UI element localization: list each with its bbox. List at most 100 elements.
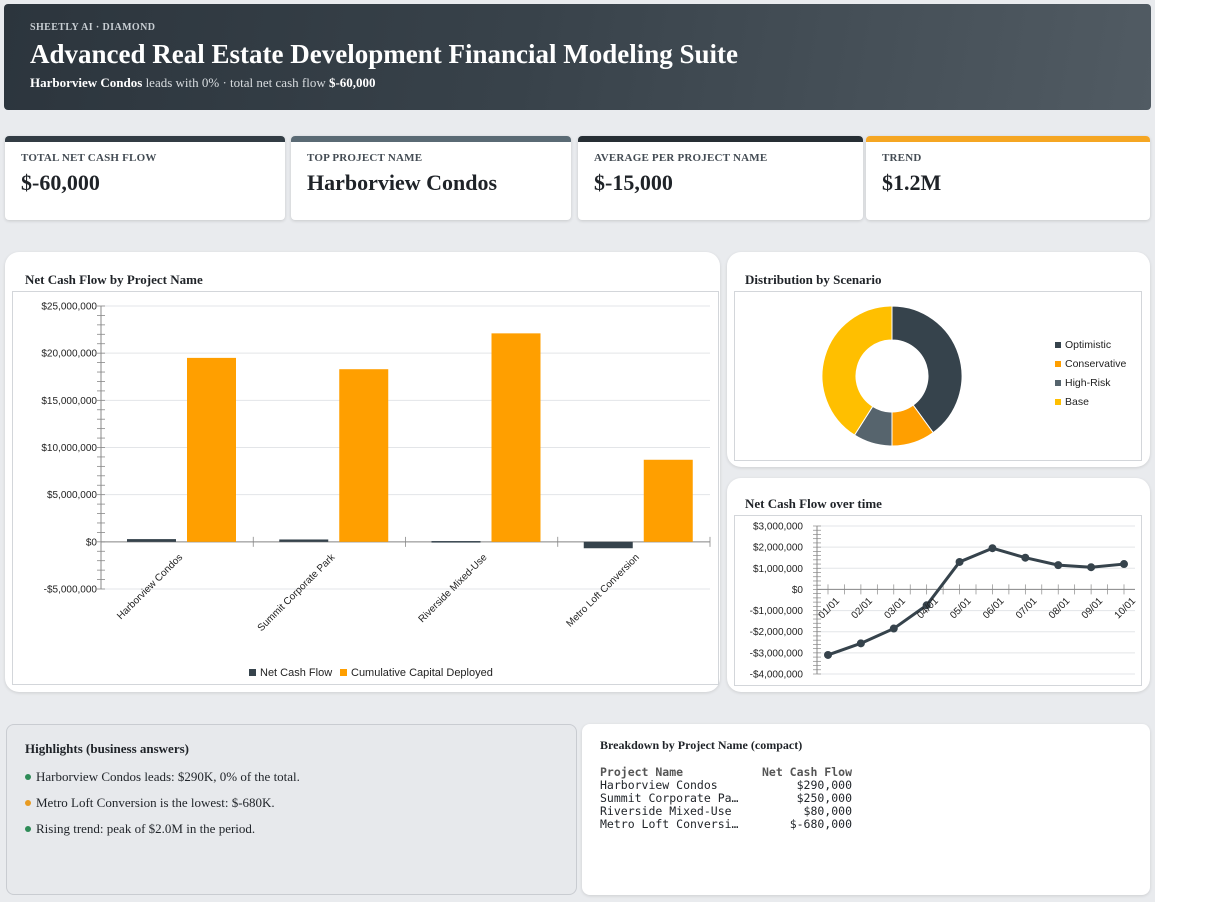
subtitle-value: $-60,000 (328, 75, 376, 90)
table-cell: $-680,000 (789, 817, 852, 831)
bar-net-cash-flow (583, 541, 633, 549)
data-point (922, 601, 931, 610)
kpi-value: Harborview Condos (307, 170, 498, 195)
kpi-trend: TREND $1.2M (866, 136, 1150, 220)
x-tick-label: Summit Corporate Park (256, 551, 338, 633)
table-cell: Summit Corporate Pa… (600, 791, 739, 805)
x-tick-label: 05/01 (948, 595, 974, 621)
kpi-accent-bar (5, 136, 285, 142)
highlight-text: Rising trend: peak of $2.0M in the perio… (36, 821, 256, 836)
table-row: Summit Corporate Pa… $250,000 (600, 792, 852, 805)
column-header: Net Cash Flow (761, 765, 852, 779)
x-tick-label: Harborview Condos (115, 552, 185, 622)
bar-net-cash-flow (431, 541, 481, 543)
data-point (988, 544, 997, 553)
list-item: Rising trend: peak of $2.0M in the perio… (25, 821, 558, 837)
legend-swatch (340, 669, 347, 676)
x-tick-label: 06/01 (981, 595, 1007, 621)
bar-chart-frame: -$5,000,000 $0 $5,000,000 $10,000,000 $15,00… (12, 291, 719, 685)
legend-label: Cumulative Capital Deployed (351, 667, 493, 679)
list-item: Harborview Condos leads: $290K, 0% of th… (25, 769, 558, 785)
y-tick-label: -$4,000,000 (750, 670, 804, 681)
legend-label: Optimistic (1065, 339, 1111, 351)
table-row: Harborview Condos $290,000 (600, 779, 852, 792)
kpi-label: TREND (882, 152, 922, 164)
data-point (1120, 560, 1128, 569)
kpi-value: $1.2M (882, 170, 942, 195)
table-cell: $250,000 (796, 791, 852, 805)
bar-net-cash-flow (279, 539, 329, 542)
list-item: Metro Loft Conversion is the lowest: $-6… (25, 795, 558, 811)
bar-chart-title: Net Cash Flow by Project Name (25, 272, 203, 287)
data-point (955, 557, 964, 566)
series-line (827, 546, 1125, 657)
kpi-label: AVERAGE PER PROJECT NAME (594, 152, 768, 164)
y-tick-label: $10,000,000 (41, 443, 97, 454)
legend-swatch (249, 669, 256, 676)
donut-slice-base (821, 305, 893, 436)
bar-capital-deployed (339, 369, 389, 542)
table-row: Riverside Mixed-Use $80,000 (600, 805, 852, 818)
table-header-row: Project Name Net Cash Flow (600, 765, 852, 779)
column-header: Project Name (600, 765, 684, 779)
y-tick-label: $15,000,000 (41, 396, 97, 407)
kpi-top-project-name: TOP PROJECT NAME Harborview Condos (291, 136, 571, 220)
y-tick-label: -$5,000,000 (44, 585, 98, 596)
highlights-list: Harborview Condos leads: $290K, 0% of th… (25, 769, 558, 837)
y-tick-label: $5,000,000 (47, 490, 97, 501)
data-point (889, 624, 898, 633)
y-tick-label: $0 (792, 585, 804, 596)
line-chart-title: Net Cash Flow over time (745, 496, 882, 511)
table-cell: $290,000 (796, 778, 852, 792)
brand-label: SHEETLY AI · DIAMOND (30, 22, 156, 33)
data-point (856, 639, 865, 648)
data-point (1087, 563, 1096, 572)
kpi-accent-bar (866, 136, 1150, 142)
kpi-accent-bar (578, 136, 863, 142)
line-chart-card: Net Cash Flow over time -$4,000,000 -$3,0… (727, 478, 1150, 692)
subtitle-mid: leads with 0% · total net cash flow (142, 75, 329, 90)
data-point (824, 650, 832, 659)
legend-swatch (1055, 342, 1061, 348)
bullet-dot-icon (25, 826, 31, 833)
y-tick-label: $25,000,000 (41, 302, 97, 313)
breakdown-title: Breakdown by Project Name (compact) (600, 738, 803, 752)
y-tick-label: -$2,000,000 (750, 627, 804, 638)
y-tick-label: $2,000,000 (753, 543, 803, 554)
bullet-dot-icon (25, 774, 31, 781)
subtitle-lead: Harborview Condos (30, 75, 143, 90)
kpi-accent-bar (291, 136, 571, 142)
x-tick-label: 10/01 (1113, 595, 1139, 621)
data-point (1021, 553, 1030, 562)
table-cell: Riverside Mixed-Use (600, 804, 732, 818)
legend-label: Net Cash Flow (260, 667, 332, 679)
line-chart: -$4,000,000 -$3,000,000 -$2,000,000 -$1,000… (750, 522, 1139, 681)
x-tick-label: Metro Loft Conversion (565, 552, 642, 629)
dashboard-canvas: SHEETLY AI · DIAMOND Advanced Real Estat… (0, 0, 1155, 902)
bar-net-cash-flow (127, 539, 176, 542)
legend-label: Conservative (1065, 358, 1126, 370)
donut-chart-card: Distribution by Scenario Optimistic Conse… (727, 252, 1150, 467)
table-cell: Harborview Condos (600, 778, 718, 792)
legend-swatch (1055, 380, 1061, 386)
highlights-panel: Highlights (business answers) Harborview… (6, 724, 577, 895)
line-chart-frame: -$4,000,000 -$3,000,000 -$2,000,000 -$1,000… (734, 515, 1142, 686)
kpi-value: $-60,000 (21, 170, 100, 195)
breakdown-panel: Breakdown by Project Name (compact) Proj… (582, 724, 1150, 895)
donut-chart-frame: Optimistic Conservative High-Risk Base (734, 291, 1142, 461)
bar-chart-card: Net Cash Flow by Project Name -$5,000,00… (5, 252, 720, 692)
highlights-title: Highlights (business answers) (25, 741, 189, 756)
legend-label: Base (1065, 396, 1089, 408)
donut-slice-optimistic (891, 305, 963, 434)
legend-swatch (1055, 361, 1061, 367)
legend-swatch (1055, 399, 1061, 405)
highlight-text: Metro Loft Conversion is the lowest: $-6… (36, 795, 275, 810)
highlight-text: Harborview Condos leads: $290K, 0% of th… (36, 769, 300, 784)
kpi-label: TOTAL NET CASH FLOW (21, 152, 157, 164)
legend-label: High-Risk (1065, 377, 1111, 389)
bar-capital-deployed (643, 459, 693, 542)
x-tick-label: 08/01 (1047, 595, 1073, 621)
donut-chart-title: Distribution by Scenario (745, 272, 882, 287)
kpi-value: $-15,000 (594, 170, 673, 195)
y-tick-label: -$3,000,000 (750, 648, 804, 659)
